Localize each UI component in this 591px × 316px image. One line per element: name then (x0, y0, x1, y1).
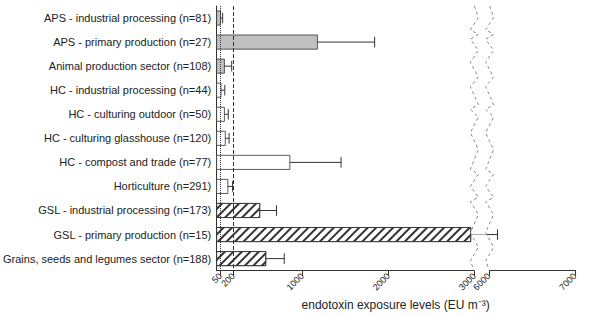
svg-text:Animal production sector (n=10: Animal production sector (n=108) (49, 60, 211, 72)
svg-text:APS - primary production (n=27: APS - primary production (n=27) (53, 36, 211, 48)
svg-text:200: 200 (219, 271, 237, 289)
svg-text:50: 50 (209, 271, 224, 286)
svg-text:GSL - primary production (n=15: GSL - primary production (n=15) (54, 229, 212, 241)
svg-text:7000: 7000 (557, 271, 578, 292)
svg-text:GSL - industrial processing (n: GSL - industrial processing (n=173) (38, 204, 211, 216)
svg-text:Grains, seeds and legumes sect: Grains, seeds and legumes sector (n=188) (3, 253, 211, 265)
svg-text:endotoxin exposure levels (EU: endotoxin exposure levels (EU m⁻³) (302, 298, 490, 312)
svg-text:HC - compost and trade (n=77): HC - compost and trade (n=77) (59, 156, 211, 168)
svg-text:Horticulture (n=291): Horticulture (n=291) (114, 180, 212, 192)
svg-text:APS - industrial processing (n: APS - industrial processing (n=81) (44, 12, 211, 24)
svg-text:3000: 3000 (456, 271, 479, 293)
svg-text:HC - industrial processing (n=: HC - industrial processing (n=44) (50, 84, 211, 96)
svg-text:2000: 2000 (371, 271, 392, 292)
svg-text:6000: 6000 (471, 271, 492, 292)
svg-text:HC - culturing glasshouse (n=1: HC - culturing glasshouse (n=120) (44, 132, 211, 144)
svg-text:1000: 1000 (285, 271, 306, 292)
svg-text:HC - culturing outdoor (n=50): HC - culturing outdoor (n=50) (68, 108, 211, 120)
